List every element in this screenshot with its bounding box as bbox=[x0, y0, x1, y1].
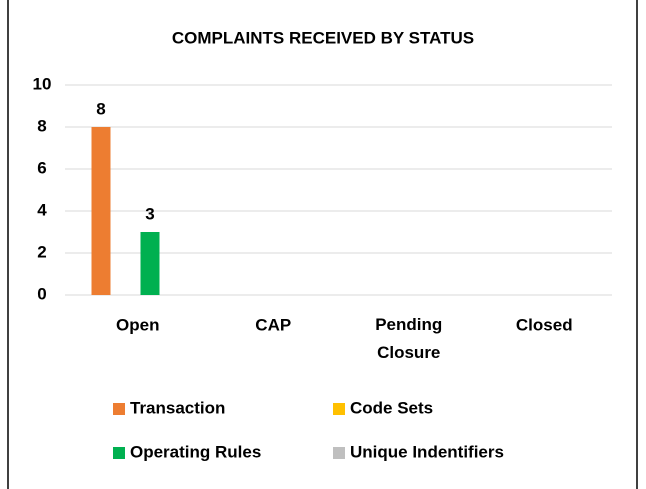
x-tick-label: Pending Closure bbox=[375, 315, 442, 362]
y-tick-label: 0 bbox=[37, 284, 46, 303]
legend-label: Transaction bbox=[130, 398, 225, 417]
y-tick-label: 4 bbox=[37, 200, 47, 219]
x-tick-label: CAP bbox=[255, 315, 291, 334]
bar bbox=[91, 127, 111, 295]
chart-title: COMPLAINTS RECEIVED BY STATUS bbox=[172, 28, 474, 47]
bar bbox=[140, 232, 160, 295]
y-tick-label: 6 bbox=[37, 158, 46, 177]
legend-swatch bbox=[333, 447, 345, 459]
legend-swatch bbox=[113, 447, 125, 459]
legend-label: Operating Rules bbox=[130, 442, 261, 461]
y-tick-label: 10 bbox=[33, 74, 52, 93]
data-label: 3 bbox=[145, 204, 154, 223]
y-tick-label: 8 bbox=[37, 116, 46, 135]
y-tick-label: 2 bbox=[37, 242, 46, 261]
x-tick-label: Open bbox=[116, 315, 159, 334]
legend-swatch bbox=[333, 403, 345, 415]
legend-swatch bbox=[113, 403, 125, 415]
chart-border bbox=[7, 0, 638, 489]
x-tick-label: Closed bbox=[516, 315, 573, 334]
legend-label: Code Sets bbox=[350, 398, 433, 417]
legend-label: Unique Indentifiers bbox=[350, 442, 504, 461]
data-label: 8 bbox=[96, 99, 105, 118]
